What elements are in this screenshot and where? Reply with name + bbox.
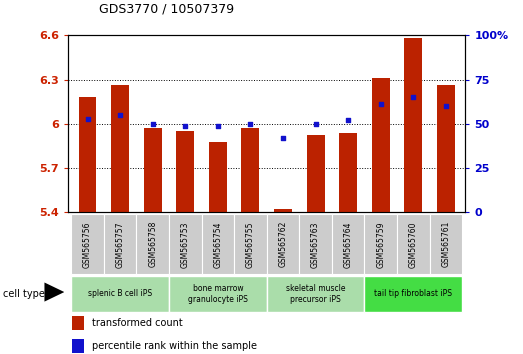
Text: GSM565763: GSM565763 [311, 221, 320, 268]
Bar [78, 97, 97, 212]
Text: GSM565761: GSM565761 [441, 221, 450, 268]
Polygon shape [44, 282, 64, 302]
Text: cell type: cell type [3, 289, 44, 299]
Text: GSM565759: GSM565759 [376, 221, 385, 268]
Bar [267, 214, 299, 274]
Text: percentile rank within the sample: percentile rank within the sample [92, 341, 257, 351]
Text: GDS3770 / 10507379: GDS3770 / 10507379 [99, 3, 234, 16]
Bar [71, 214, 104, 274]
Point [279, 135, 287, 141]
Text: GSM565758: GSM565758 [148, 221, 157, 268]
Bar [365, 276, 462, 312]
Bar [332, 214, 365, 274]
Bar [397, 214, 429, 274]
Point [442, 103, 450, 109]
Bar [372, 78, 390, 212]
Bar [201, 214, 234, 274]
Point [311, 121, 320, 127]
Bar [169, 276, 267, 312]
Bar [137, 214, 169, 274]
Bar [234, 214, 267, 274]
Text: bone marrow
granulocyte iPS: bone marrow granulocyte iPS [188, 284, 248, 303]
Point [116, 112, 124, 118]
Bar [144, 127, 162, 212]
Text: GSM565762: GSM565762 [279, 221, 288, 268]
Bar [404, 38, 422, 212]
Text: GSM565757: GSM565757 [116, 221, 124, 268]
Bar [111, 85, 129, 212]
Bar [365, 214, 397, 274]
Bar [339, 133, 357, 212]
Bar [437, 85, 455, 212]
Bar [176, 131, 194, 212]
Bar [299, 214, 332, 274]
Bar [242, 127, 259, 212]
Point [377, 102, 385, 107]
Bar [267, 276, 365, 312]
Text: GSM565753: GSM565753 [181, 221, 190, 268]
Text: GSM565760: GSM565760 [409, 221, 418, 268]
Text: splenic B cell iPS: splenic B cell iPS [88, 289, 152, 298]
Point [149, 121, 157, 127]
Point [246, 121, 255, 127]
Text: GSM565764: GSM565764 [344, 221, 353, 268]
Point [214, 123, 222, 129]
Bar [169, 214, 201, 274]
Bar [71, 276, 169, 312]
Text: skeletal muscle
precursor iPS: skeletal muscle precursor iPS [286, 284, 345, 303]
Bar [429, 214, 462, 274]
Text: transformed count: transformed count [92, 318, 183, 328]
Text: GSM565754: GSM565754 [213, 221, 222, 268]
Bar [104, 214, 137, 274]
Point [344, 118, 353, 123]
Bar [306, 135, 325, 212]
Point [181, 123, 189, 129]
Point [409, 95, 417, 100]
Bar [72, 339, 84, 353]
Text: tail tip fibroblast iPS: tail tip fibroblast iPS [374, 289, 452, 298]
Bar [209, 142, 227, 212]
Bar [72, 316, 84, 330]
Bar [274, 210, 292, 212]
Text: GSM565756: GSM565756 [83, 221, 92, 268]
Point [83, 116, 92, 121]
Text: GSM565755: GSM565755 [246, 221, 255, 268]
